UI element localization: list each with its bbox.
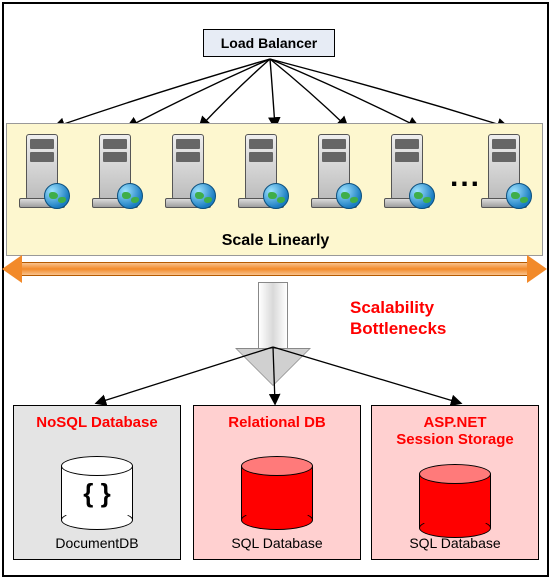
server-icon [12, 128, 72, 218]
server-icon [158, 128, 218, 218]
datastore-nosql: NoSQL Database { } DocumentDB [13, 405, 181, 560]
server-icon [231, 128, 291, 218]
document-braces-icon: { } [83, 478, 110, 509]
scale-linearly-label: Scale Linearly [0, 232, 551, 250]
datastore-relational: Relational DB SQL Database [193, 405, 361, 560]
datastore-caption: SQL Database [194, 535, 360, 551]
server-icon [474, 128, 534, 218]
datastore-caption: SQL Database [372, 535, 538, 551]
server-icon [85, 128, 145, 218]
bottleneck-label: ScalabilityBottlenecks [350, 297, 446, 340]
load-balancer-label: Load Balancer [221, 35, 317, 51]
scale-linearly-text: Scale Linearly [222, 232, 330, 249]
bottleneck-text: ScalabilityBottlenecks [350, 298, 446, 338]
datastore-title: ASP.NETSession Storage [372, 414, 538, 449]
datastore-title: NoSQL Database [14, 414, 180, 431]
database-cylinder-icon [241, 456, 313, 526]
big-down-arrow-icon [228, 282, 318, 392]
server-icon [304, 128, 364, 218]
datastore-caption: DocumentDB [14, 535, 180, 551]
server-icon [377, 128, 437, 218]
ellipsis-icon: ... [450, 160, 481, 194]
load-balancer-box: Load Balancer [203, 29, 335, 57]
datastore-title: Relational DB [194, 414, 360, 431]
datastore-aspnet: ASP.NETSession Storage SQL Database [371, 405, 539, 560]
database-cylinder-icon [419, 464, 491, 534]
scale-double-arrow [6, 259, 543, 279]
